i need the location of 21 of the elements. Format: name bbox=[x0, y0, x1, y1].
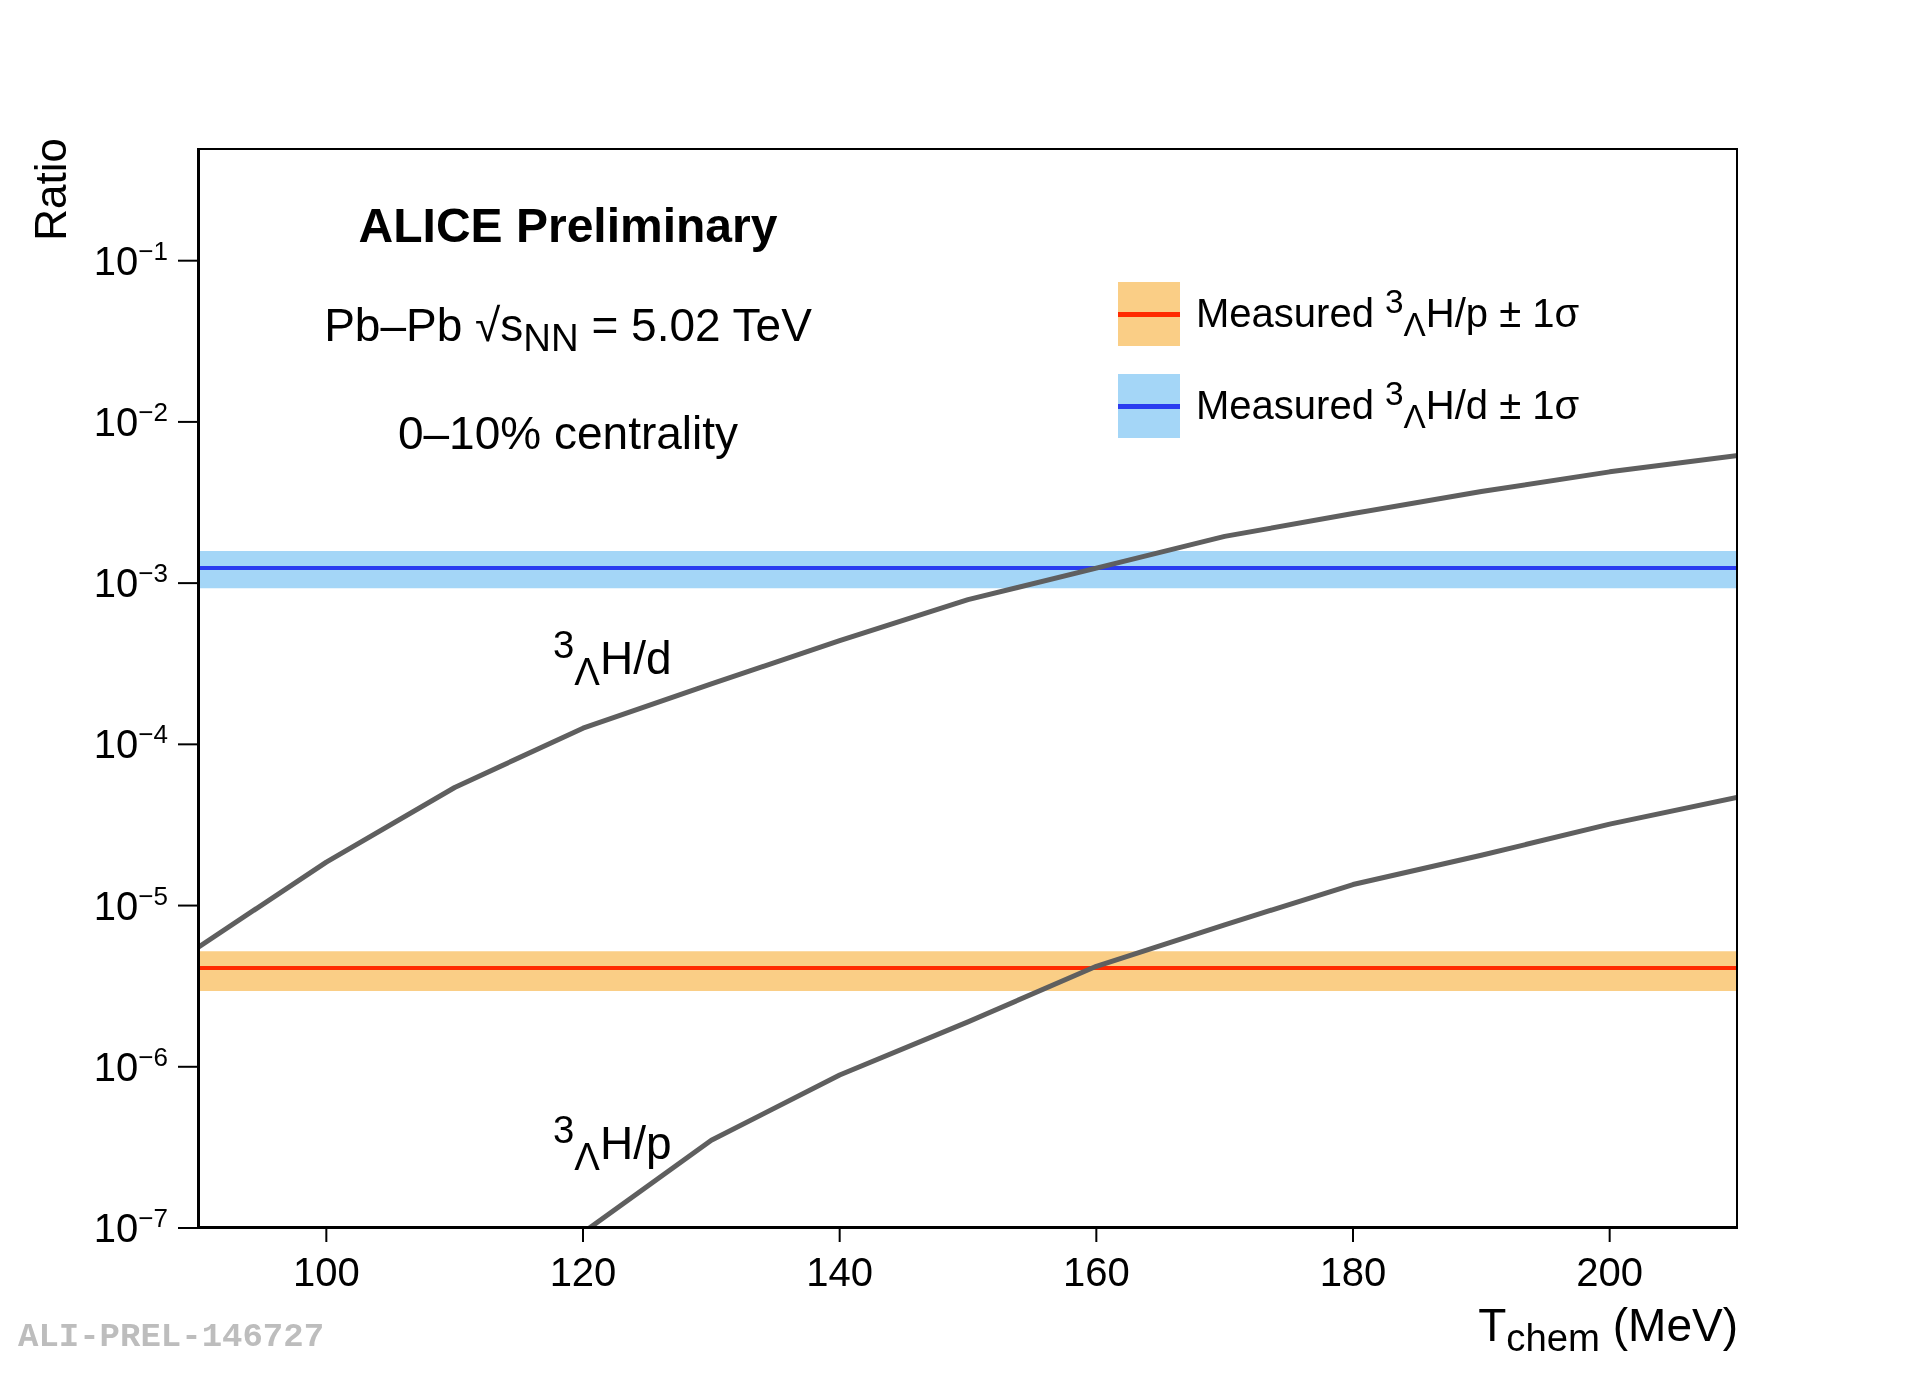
x-axis-title: T$_{chem}$ (MeV) bbox=[1478, 1298, 1738, 1361]
y-tick-label: 10$^{−3}$ bbox=[93, 558, 168, 606]
y-tick-label: 10$^{−5}$ bbox=[93, 880, 168, 928]
x-tick-label: 120 bbox=[549, 1250, 617, 1294]
legend-label: Measured $^{3}$$_{Λ}$H/d ± 1σ bbox=[1196, 375, 1580, 437]
annotation: Pb–Pb √s$_{NN}$ = 5.02 TeV bbox=[323, 298, 813, 361]
legend-label: Measured $^{3}$$_{Λ}$H/p ± 1σ bbox=[1196, 283, 1580, 345]
y-tick-label: 10$^{−1}$ bbox=[93, 235, 168, 283]
y-tick-label: 10$^{−2}$ bbox=[93, 396, 168, 444]
x-tick-label: 200 bbox=[1576, 1250, 1644, 1294]
y-tick-label: 10$^{−6}$ bbox=[93, 1041, 168, 1089]
y-tick-label: 10$^{−7}$ bbox=[93, 1203, 168, 1250]
x-tick-label: 140 bbox=[806, 1250, 874, 1294]
y-tick-label: 10$^{−4}$ bbox=[93, 719, 168, 767]
text: ALICE Preliminary bbox=[357, 198, 779, 253]
x-tick-label: 100 bbox=[292, 1250, 360, 1294]
y-axis-title: Ratio bbox=[26, 138, 76, 241]
annotation: 0–10% centrality bbox=[396, 406, 740, 460]
text: ALI-PREL-146727 bbox=[18, 1318, 325, 1356]
x-tick-label: 160 bbox=[1062, 1250, 1130, 1294]
x-tick-label: 180 bbox=[1319, 1250, 1387, 1294]
